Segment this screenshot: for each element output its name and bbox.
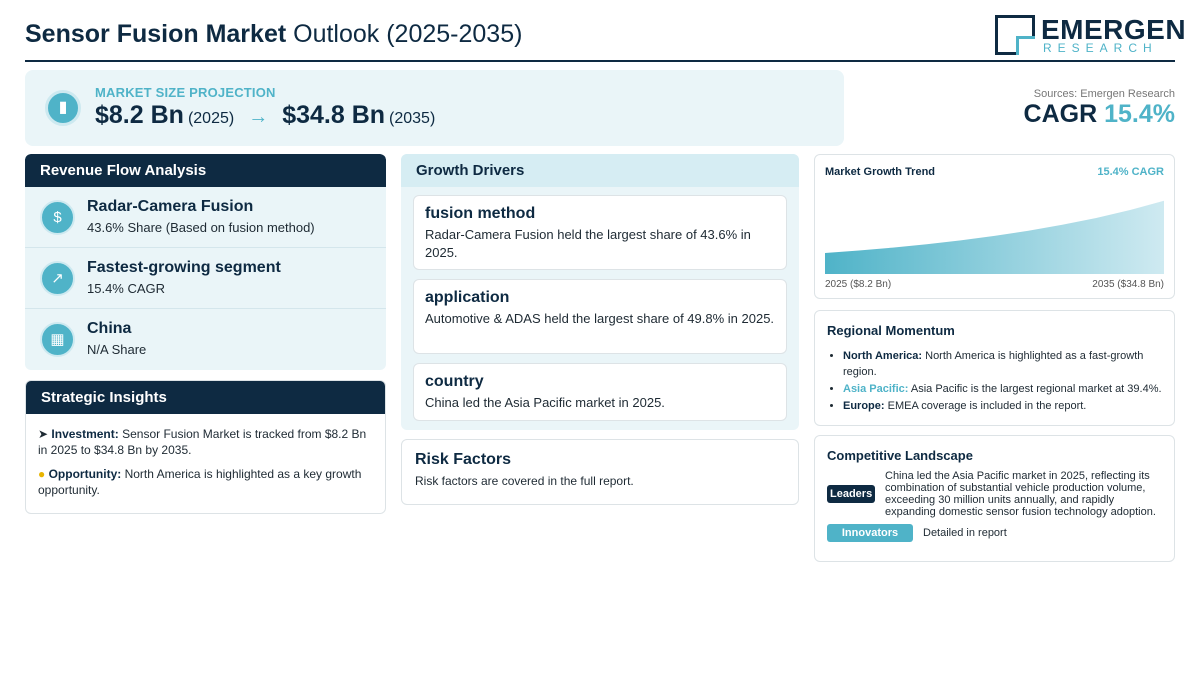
logo-sub-text: RESEARCH xyxy=(1043,41,1158,55)
page-title: Sensor Fusion Market Outlook (2025-2035) xyxy=(25,20,522,49)
region-text: North America is highlighted as a fast-g… xyxy=(843,350,1144,378)
sources-note: Sources: Emergen Research xyxy=(1033,88,1175,100)
cagr-label: CAGR xyxy=(1023,100,1098,128)
logo-main-text: EMERGEN xyxy=(1041,14,1187,45)
page-title-bold: Sensor Fusion Market xyxy=(25,20,287,48)
rocket-icon: ➤ xyxy=(38,427,49,441)
logo-mark-icon xyxy=(995,15,1035,55)
market-size-projection: ▮ MARKET SIZE PROJECTION $8.2 Bn (2025) → $… xyxy=(25,70,844,146)
growth-driver-card: application Automotive & ADAS held the l… xyxy=(413,279,787,354)
growth-drivers-title: Growth Drivers xyxy=(401,154,799,187)
revenue-item-sub: 43.6% Share (Based on fusion method) xyxy=(87,220,315,235)
page-title-rest: Outlook (2025-2035) xyxy=(286,20,523,48)
page-header: Sensor Fusion Market Outlook (2025-2035)… xyxy=(25,10,1186,62)
competitive-landscape-panel: Competitive Landscape Leaders China led … xyxy=(814,435,1175,562)
leaders-badge: Leaders xyxy=(827,485,876,503)
revenue-item: ↗ Fastest-growing segment 15.4% CAGR xyxy=(25,248,386,309)
innovators-text: Detailed in report xyxy=(923,527,1007,539)
risk-factors-panel: Risk Factors Risk factors are covered in… xyxy=(401,439,799,505)
end-value: $34.8 Bn xyxy=(282,101,386,129)
revenue-item-title: Radar-Camera Fusion xyxy=(87,198,254,215)
strategic-insights-panel: Strategic Insights ➤ Investment: Sensor … xyxy=(25,380,386,514)
investment-insight: ➤ Investment: Sensor Fusion Market is tr… xyxy=(38,426,373,458)
market-growth-trend-chart: Market Growth Trend 15.4% CAGR 2025 ($8.… xyxy=(814,154,1175,299)
growth-drivers-panel: Growth Drivers fusion method Radar-Camer… xyxy=(401,154,799,430)
growth-driver-title: country xyxy=(425,373,484,390)
region-item: Asia Pacific: Asia Pacific is the larges… xyxy=(843,381,1162,397)
revenue-item: $ Radar-Camera Fusion 43.6% Share (Based… xyxy=(25,187,386,248)
revenue-item-sub: 15.4% CAGR xyxy=(87,281,166,296)
building-icon: ▦ xyxy=(40,322,75,357)
trend-end-label: 2035 ($34.8 Bn) xyxy=(1092,279,1164,290)
trend-start-label: 2025 ($8.2 Bn) xyxy=(825,279,892,290)
region-label: Asia Pacific: xyxy=(843,383,909,395)
trend-up-icon: ↗ xyxy=(40,261,75,296)
innovators-badge: Innovators xyxy=(827,524,913,542)
growth-driver-text: Automotive & ADAS held the largest share… xyxy=(425,311,775,326)
region-text: Asia Pacific is the largest regional mar… xyxy=(908,383,1162,395)
competitive-landscape-title: Competitive Landscape xyxy=(827,448,973,463)
investment-label: Investment: xyxy=(51,427,119,441)
cagr-headline: CAGR 15.4% xyxy=(1024,100,1175,129)
regional-momentum-panel: Regional Momentum North America: North A… xyxy=(814,310,1175,426)
strategic-insights-title: Strategic Insights xyxy=(26,381,385,414)
revenue-flow-panel: Revenue Flow Analysis $ Radar-Camera Fus… xyxy=(25,154,386,370)
innovators-row: Innovators Detailed in report xyxy=(827,524,1162,542)
arrow-right-icon: → xyxy=(248,106,269,128)
opportunity-text: North America is highlighted as a key gr… xyxy=(38,467,362,497)
revenue-item: ▦ China N/A Share xyxy=(25,309,386,370)
region-label: Europe: xyxy=(843,400,885,412)
market-size-label: MARKET SIZE PROJECTION xyxy=(95,85,276,100)
market-values: $8.2 Bn (2025) → $34.8 Bn (2035) xyxy=(95,101,435,130)
chart-icon: ▮ xyxy=(45,90,81,126)
region-item: Europe: EMEA coverage is included in the… xyxy=(843,398,1162,414)
trend-title: Market Growth Trend xyxy=(825,166,936,178)
revenue-item-title: China xyxy=(87,320,132,337)
leaders-row: Leaders China led the Asia Pacific marke… xyxy=(827,470,1162,518)
growth-driver-card: country China led the Asia Pacific marke… xyxy=(413,363,787,421)
trend-area-svg xyxy=(825,200,1164,274)
end-year: (2035) xyxy=(389,110,436,127)
money-bag-icon: $ xyxy=(40,200,75,235)
revenue-item-title: Fastest-growing segment xyxy=(87,259,281,276)
region-text: EMEA coverage is included in the report. xyxy=(884,400,1087,412)
emergen-logo: EMERGEN RESEARCH xyxy=(995,14,1186,56)
lightbulb-icon: ● xyxy=(38,467,46,481)
growth-driver-title: fusion method xyxy=(425,205,536,222)
region-label: North America: xyxy=(843,350,923,362)
opportunity-insight: ● Opportunity: North America is highligh… xyxy=(38,466,373,498)
region-item: North America: North America is highligh… xyxy=(843,348,1162,380)
opportunity-label: Opportunity: xyxy=(48,467,122,481)
cagr-value: 15.4% xyxy=(1104,100,1175,128)
risk-factors-title: Risk Factors xyxy=(415,451,512,468)
revenue-item-sub: N/A Share xyxy=(87,342,147,357)
leaders-text: China led the Asia Pacific market in 202… xyxy=(885,470,1156,518)
regional-momentum-title: Regional Momentum xyxy=(827,323,955,338)
growth-driver-text: China led the Asia Pacific market in 202… xyxy=(425,395,665,410)
risk-factors-text: Risk factors are covered in the full rep… xyxy=(415,474,634,488)
growth-driver-card: fusion method Radar-Camera Fusion held t… xyxy=(413,195,787,270)
growth-driver-title: application xyxy=(425,289,510,306)
start-value: $8.2 Bn xyxy=(95,101,184,129)
start-year: (2025) xyxy=(187,110,235,127)
growth-driver-text: Radar-Camera Fusion held the largest sha… xyxy=(425,227,751,260)
revenue-flow-title: Revenue Flow Analysis xyxy=(25,154,386,187)
trend-cagr: 15.4% CAGR xyxy=(1097,166,1164,178)
investment-text: Sensor Fusion Market is tracked from $8.… xyxy=(38,427,367,457)
trend-area xyxy=(825,200,1164,274)
